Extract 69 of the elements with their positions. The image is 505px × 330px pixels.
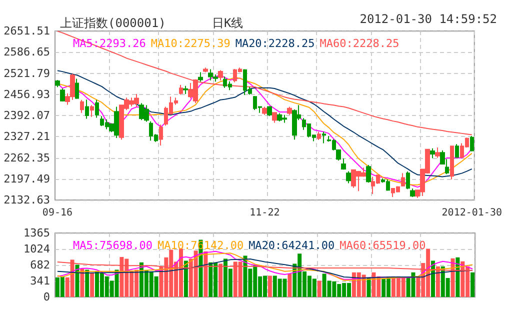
candlestick	[198, 72, 203, 82]
candlestick	[80, 99, 84, 114]
candlestick	[410, 188, 415, 198]
series-label: MA5:75698.00	[73, 239, 152, 252]
y-tick-label: 2586.65	[4, 46, 50, 59]
y-tick-label: 1024	[24, 242, 50, 256]
bar	[75, 264, 80, 297]
y-tick-label: 341	[30, 274, 50, 288]
candlestick	[366, 164, 371, 184]
candlestick	[455, 144, 459, 158]
y-tick-label: 2521.79	[4, 66, 50, 80]
x-tick-label: 09-16	[42, 208, 73, 218]
line-series	[56, 30, 472, 136]
y-tick-label: 2651.51	[4, 24, 50, 38]
chart-subtitle: 日K线	[212, 16, 244, 30]
text: MA20:2228.25	[235, 37, 315, 50]
candlestick	[183, 85, 188, 95]
y-tick-label: 682	[30, 258, 50, 272]
candlestick	[406, 171, 410, 190]
bar	[431, 260, 435, 297]
bar	[90, 272, 94, 297]
candlestick	[218, 70, 223, 81]
y-tick-label: 2262.35	[4, 151, 50, 164]
candlestick	[450, 146, 454, 180]
candlestick	[317, 131, 321, 140]
bar	[470, 272, 475, 297]
y-tick-label: 0	[43, 290, 50, 304]
candlestick	[401, 172, 405, 188]
text: MA10:2275.39	[150, 37, 230, 50]
candlestick	[430, 148, 435, 159]
y-tick-label: 2456.93	[4, 88, 50, 101]
y-tick-label: 2392.07	[4, 109, 50, 122]
series-label: MA20:64241.00	[248, 239, 335, 252]
candlestick	[267, 106, 272, 117]
bar	[317, 280, 322, 297]
text: MA60:2228.25	[320, 37, 400, 50]
candlestick	[90, 104, 94, 118]
bar	[184, 260, 188, 297]
candlestick	[179, 84, 183, 96]
candlestick	[262, 106, 267, 116]
candlestick	[85, 99, 89, 120]
candlestick	[60, 88, 65, 102]
candlestick	[203, 67, 208, 73]
candlestick	[95, 99, 99, 118]
candlestick	[287, 106, 292, 116]
candlestick	[75, 78, 79, 100]
candlestick	[272, 112, 277, 124]
y-tick-label: 2197.49	[4, 172, 50, 186]
candlestick	[55, 80, 60, 88]
x-tick-label: 2012-01-30	[442, 208, 502, 218]
candlestick	[470, 136, 474, 152]
bar	[85, 270, 90, 297]
bar	[288, 274, 292, 297]
text: 2012-01-30 14:59:52	[360, 12, 498, 26]
chart-title: 上证指数(000001)	[60, 16, 166, 30]
candlestick	[435, 146, 440, 158]
y-tick-label: 1365	[24, 226, 50, 240]
y-tick-label: 2132.63	[4, 194, 50, 206]
candlestick	[159, 124, 163, 146]
bar	[268, 276, 272, 297]
bar	[366, 277, 371, 297]
candlestick	[322, 131, 326, 144]
candlestick	[346, 170, 351, 184]
candlestick	[341, 158, 346, 170]
bar	[456, 257, 460, 297]
x-tick-label: 11-22	[250, 208, 280, 218]
y-tick-label: 2327.21	[4, 130, 50, 144]
candlestick	[292, 108, 297, 140]
series-label: MA60:65519.00	[340, 239, 426, 252]
